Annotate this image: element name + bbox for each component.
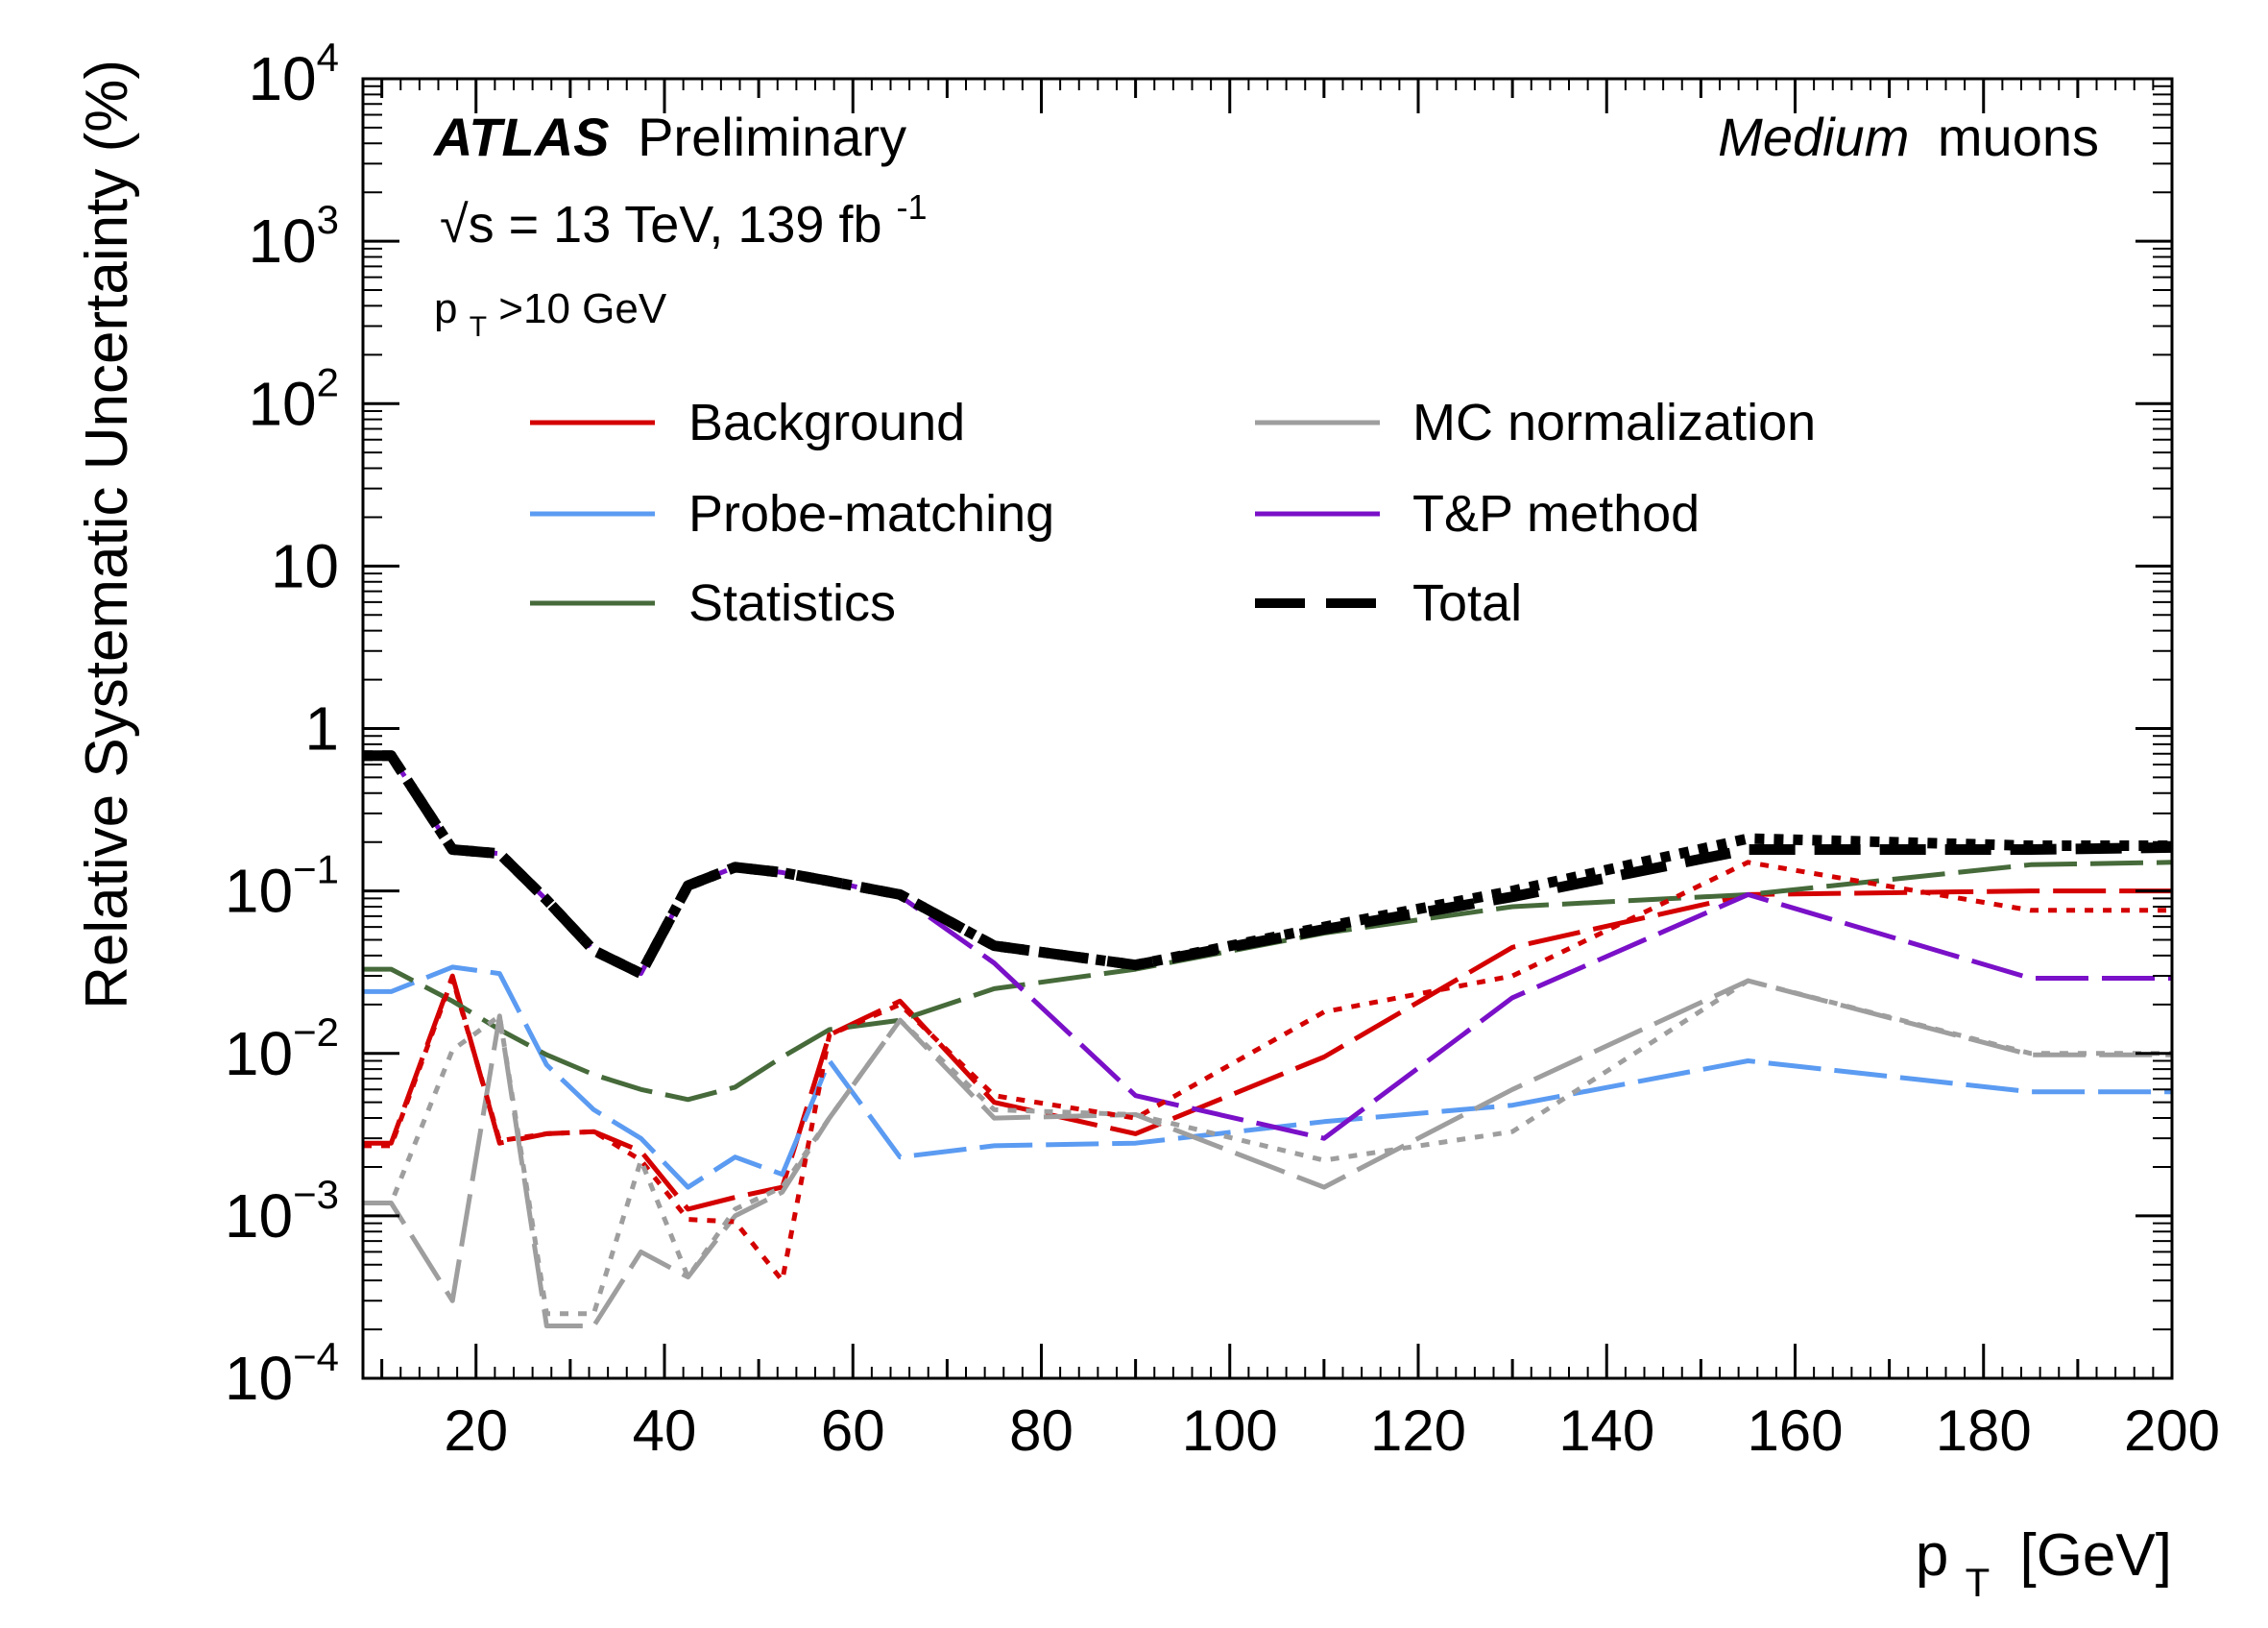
legend-label-background: Background	[688, 394, 965, 451]
y-tick-label-exponent: −2	[293, 1009, 339, 1055]
x-axis-title-subscript: T	[1966, 1560, 1991, 1605]
y-tick-label-exponent: −4	[293, 1334, 339, 1379]
y-tick-label-base: 10	[248, 44, 316, 113]
series-line-mc-normalization	[363, 978, 2172, 1328]
axes: 20 40 60 80 100 120 140 160 180 20010410310210110…	[225, 35, 2220, 1463]
y-tick-label-base: 10	[225, 1019, 293, 1088]
x-tick-label: 140	[1558, 1398, 1654, 1463]
energy-superscript: -1	[897, 187, 928, 227]
x-axis-title-unit: [GeV]	[2019, 1522, 2172, 1589]
x-tick-label: 80	[1009, 1398, 1074, 1463]
y-tick-label-exponent: −1	[293, 847, 339, 892]
atlas-label: ATLAS Preliminary	[432, 107, 906, 167]
y-tick-label: 104	[248, 35, 339, 113]
plot-area	[363, 750, 2173, 1328]
pt-cut-p: p	[434, 285, 457, 332]
y-tick-label: 10−1	[225, 847, 339, 926]
legend-label-probe-matching: Probe-matching	[688, 485, 1054, 543]
y-tick-label: 103	[248, 197, 339, 276]
y-tick-label: 102	[248, 359, 339, 438]
x-tick-label: 160	[1747, 1398, 1843, 1463]
atlas-preliminary-text: Preliminary	[638, 107, 906, 167]
y-tick-label: 10−4	[225, 1334, 339, 1413]
x-tick-label: 20	[444, 1398, 508, 1463]
pt-cut-rest: >10 GeV	[498, 285, 667, 332]
y-tick-label-base: 10	[248, 207, 316, 276]
legend-label-total: Total	[1412, 574, 1522, 632]
x-tick-label: 100	[1182, 1398, 1278, 1463]
x-axis-title: p T [GeV]	[1916, 1522, 2172, 1610]
legend-label-statistics: Statistics	[688, 574, 896, 632]
y-tick-label-exponent: 3	[317, 197, 339, 242]
y-tick-label: 10−2	[225, 1009, 339, 1088]
series-line-mc-normalization-total	[363, 978, 2172, 1317]
x-tick-label: 40	[633, 1398, 697, 1463]
legend-label-tp-method: T&P method	[1412, 485, 1700, 543]
series-line-total	[363, 750, 2173, 980]
y-tick-label-base: 10	[225, 1181, 293, 1251]
muons-text: muons	[1938, 107, 2099, 167]
y-tick-label-base: 10	[225, 857, 293, 926]
medium-italic-text: Medium	[1718, 107, 1909, 167]
x-tick-label: 180	[1936, 1398, 2032, 1463]
series-line-background	[363, 888, 2172, 1212]
legend-label-mc-normalization: MC normalization	[1412, 394, 1816, 451]
series-line-total-dotted	[363, 750, 2172, 980]
y-tick-label-base: 10	[271, 531, 339, 600]
pt-cut-subscript: T	[470, 311, 487, 343]
y-tick-label-base: 10	[248, 369, 316, 438]
x-tick-label: 120	[1370, 1398, 1466, 1463]
y-tick-label-base: 10	[225, 1344, 293, 1413]
atlas-bold-text: ATLAS	[432, 107, 610, 167]
medium-muons-label: Medium muons	[1718, 107, 2099, 167]
y-tick-label-exponent: 4	[317, 35, 339, 80]
x-axis-title-p: p	[1916, 1522, 1948, 1589]
energy-text: √s = 13 TeV, 139 fb	[440, 196, 882, 254]
series-line-background-total	[363, 860, 2172, 1283]
y-tick-label-base: 1	[304, 694, 339, 764]
y-tick-label-exponent: 2	[317, 359, 339, 404]
energy-label: √s = 13 TeV, 139 fb -1	[440, 187, 928, 254]
series-line-statistics	[363, 860, 2173, 1103]
pt-cut-label: p T >10 GeV	[434, 285, 667, 346]
series-line-probe-matching	[363, 964, 2172, 1190]
y-tick-label: 10−3	[225, 1172, 339, 1251]
legend: Background Probe-matching Statistics MC …	[530, 394, 1816, 632]
series-line-t-p-method	[363, 753, 2172, 1141]
y-tick-label-exponent: −3	[293, 1172, 339, 1217]
x-tick-label: 60	[821, 1398, 885, 1463]
y-tick-label: 1	[304, 694, 339, 764]
x-tick-label: 200	[2124, 1398, 2220, 1463]
y-axis-title: Relative Systematic Uncertainty (%)	[74, 60, 140, 1009]
y-tick-label: 10	[271, 531, 339, 600]
